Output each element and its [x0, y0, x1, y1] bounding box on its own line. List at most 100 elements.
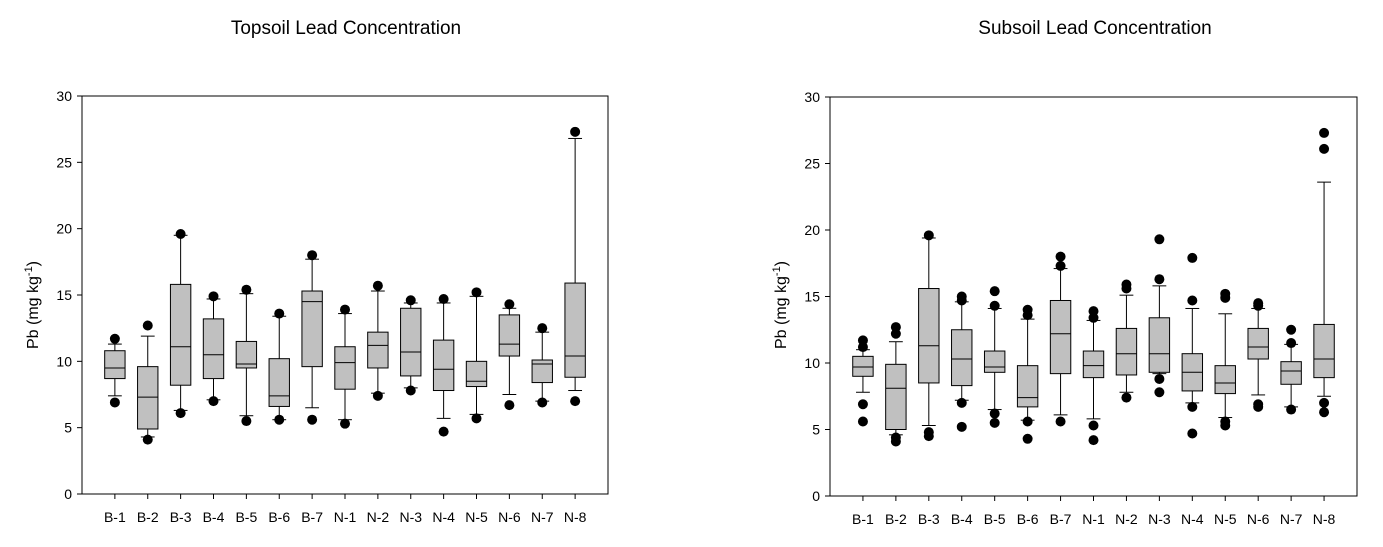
outlier-point: [1055, 416, 1066, 427]
outlier-point: [1088, 435, 1099, 446]
y-tick-label: 25: [56, 154, 72, 170]
box-B-4: [202, 291, 225, 407]
y-tick-label: 30: [804, 89, 820, 105]
outlier-point: [504, 400, 515, 411]
outlier-point: [923, 427, 934, 438]
outlier-point: [1253, 298, 1264, 309]
iqr-box: [334, 346, 356, 390]
outlier-point: [1022, 304, 1033, 315]
iqr-box: [918, 288, 940, 384]
iqr-box: [951, 329, 973, 387]
outlier-point: [1286, 324, 1297, 335]
box-N-1: [334, 304, 356, 429]
box-N-8: [1313, 127, 1335, 418]
outlier-point: [989, 408, 1000, 419]
box-B-6: [1016, 304, 1039, 444]
outlier-point: [1022, 433, 1033, 444]
x-tick-label: N-7: [1280, 511, 1303, 527]
outlier-point: [1088, 306, 1099, 317]
y-tick-label: 10: [56, 353, 72, 369]
outlier-point: [1319, 143, 1330, 154]
outlier-point: [956, 291, 967, 302]
box-B-7: [1049, 251, 1072, 427]
x-tick-label: N-8: [564, 509, 587, 525]
outlier-point: [1286, 338, 1297, 349]
box-B-1: [852, 335, 874, 427]
x-tick-label: N-1: [1082, 511, 1105, 527]
outlier-point: [1187, 428, 1198, 439]
x-tick-label: B-1: [852, 511, 874, 527]
iqr-box: [1115, 327, 1138, 376]
outlier-point: [956, 397, 967, 408]
iqr-box: [1082, 350, 1105, 379]
outlier-point: [1154, 373, 1165, 384]
x-tick-label: B-5: [235, 509, 257, 525]
x-tick-label: N-4: [432, 509, 455, 525]
x-tick-label: B-2: [885, 511, 907, 527]
outlier-point: [570, 126, 581, 137]
outlier-point: [471, 413, 482, 424]
outlier-point: [405, 295, 416, 306]
x-tick-label: N-2: [1115, 511, 1138, 527]
box-N-7: [1280, 324, 1302, 415]
iqr-box: [137, 366, 159, 430]
outlier-point: [241, 416, 252, 427]
box-N-5: [1214, 288, 1236, 431]
box-B-4: [951, 291, 973, 432]
x-tick-label: N-2: [367, 509, 390, 525]
box-N-7: [531, 323, 553, 408]
outlier-point: [890, 322, 901, 333]
x-tick-label: B-4: [203, 509, 225, 525]
box-N-2: [367, 280, 389, 401]
y-tick-label: 20: [804, 222, 820, 238]
box-N-8: [564, 126, 586, 407]
outlier-point: [142, 320, 153, 331]
outlier-point: [438, 426, 449, 437]
outlier-point: [471, 287, 482, 298]
iqr-box: [983, 350, 1006, 373]
x-tick-label: N-4: [1181, 511, 1204, 527]
outlier-point: [208, 291, 219, 302]
iqr-box: [1313, 323, 1335, 379]
outlier-point: [1154, 274, 1165, 285]
x-tick-label: B-1: [104, 509, 126, 525]
outlier-point: [1055, 260, 1066, 271]
iqr-box: [104, 350, 126, 380]
outlier-point: [857, 416, 868, 427]
box-B-7: [301, 250, 323, 425]
iqr-box: [301, 290, 323, 368]
outlier-point: [857, 399, 868, 410]
outlier-point: [109, 333, 120, 344]
iqr-box: [1148, 317, 1171, 373]
outlier-point: [1319, 397, 1330, 408]
y-axis-label: Pb (mg kg-1): [771, 261, 790, 349]
box-N-6: [1247, 298, 1269, 412]
chart-title: Topsoil Lead Concentration: [231, 18, 461, 39]
iqr-box: [1049, 299, 1072, 375]
iqr-box: [432, 339, 455, 392]
outlier-point: [923, 230, 934, 241]
outlier-point: [956, 421, 967, 432]
outlier-point: [1121, 392, 1132, 403]
iqr-box: [852, 355, 874, 377]
box-B-3: [918, 230, 940, 442]
x-tick-label: N-6: [1247, 511, 1270, 527]
outlier-point: [405, 385, 416, 396]
box-B-3: [169, 228, 192, 419]
outlier-point: [857, 335, 868, 346]
outlier-point: [1187, 252, 1198, 263]
iqr-box: [268, 358, 290, 407]
outlier-point: [1220, 416, 1231, 427]
x-tick-label: B-5: [984, 511, 1006, 527]
outlier-point: [175, 408, 186, 419]
y-tick-label: 30: [56, 88, 72, 104]
y-tick-label: 25: [804, 156, 820, 172]
box-B-5: [235, 284, 258, 427]
outlier-point: [274, 414, 285, 425]
box-B-6: [268, 308, 290, 425]
box-N-4: [432, 293, 455, 437]
outlier-point: [1088, 420, 1099, 431]
y-tick-label: 0: [812, 488, 820, 504]
outlier-point: [175, 228, 186, 239]
outlier-point: [570, 396, 581, 407]
